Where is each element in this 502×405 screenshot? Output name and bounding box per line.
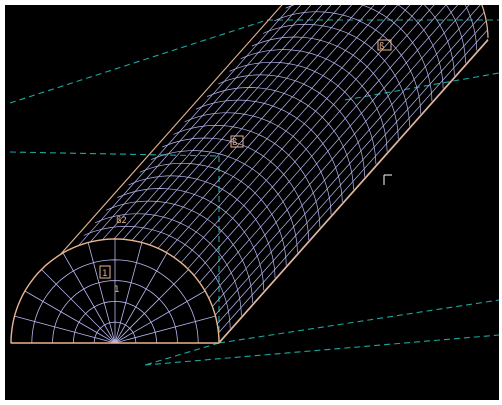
cross-section-arc [274,11,422,114]
wireframe-drawing[interactable]: ß ß ß2 1 1 [5,5,499,400]
front-ring-line [73,300,157,344]
base-right-edge [218,39,489,344]
cross-section-arc [83,226,231,329]
cross-section-arc [423,5,455,76]
front-ring-line [31,259,199,344]
cross-section-arc [262,24,410,127]
cross-section-arc [173,125,321,228]
front-ring-line [52,280,178,344]
front-radial-line [114,269,189,344]
cross-section-arc [139,162,287,266]
cross-section-arc [184,112,332,215]
construction-line [218,299,499,344]
front-radial-line [114,242,143,344]
cross-section-arc [106,200,253,304]
label-middle: ß [232,138,238,148]
cross-section-arc [162,137,309,240]
front-radial-line [114,290,206,344]
drawing-canvas[interactable]: ß ß ß2 1 1 [5,5,499,400]
cross-section-arc [285,5,433,102]
label-front-node-sub: 1 [114,285,119,295]
front-ring-line [93,321,137,343]
marker-front [99,265,111,279]
label-front-arc: ß2 [116,216,127,226]
cross-section-arc [464,5,478,51]
longitudinal-line [90,5,302,243]
front-radial-line [114,315,216,344]
front-radial-line [24,290,116,344]
construction-line [9,19,268,104]
mesh-boundary-edges [10,5,489,344]
front-radial-line [114,252,168,344]
crosshair-cursor-icon [383,174,392,185]
cross-section-arc [117,188,265,291]
cross-section-arc [150,150,298,253]
cross-section-arc [218,74,366,177]
cross-section-arc [251,36,399,139]
cross-section-arc [445,5,466,64]
marker-middle [230,135,244,148]
cross-section-arc [195,99,343,203]
construction-line [144,342,220,366]
half-cylinder-mesh[interactable] [10,5,489,344]
construction-line [9,151,220,157]
longitudinal-line [204,5,459,291]
cross-section-arc [128,175,276,278]
front-radial-line [87,242,116,344]
construction-line [344,72,499,101]
cross-section-arc [94,213,242,316]
label-front-node: 1 [102,269,107,279]
cross-section-arc [240,49,388,152]
cross-section-arc [397,5,444,89]
node-markers: ß ß ß2 1 1 [99,39,392,295]
longitudinal-line [165,5,387,253]
crest-edge [60,5,283,255]
cross-section-arc [206,87,354,190]
longitudinal-line [187,5,423,269]
longitudinal-line [173,5,399,258]
label-top: ß [379,42,385,52]
marker-top [377,39,392,51]
cross-section-arc [229,61,377,165]
front-arc-edge [10,238,220,344]
front-radial-line [62,252,116,344]
front-radial-line [41,269,116,344]
front-radial-line [14,315,116,344]
